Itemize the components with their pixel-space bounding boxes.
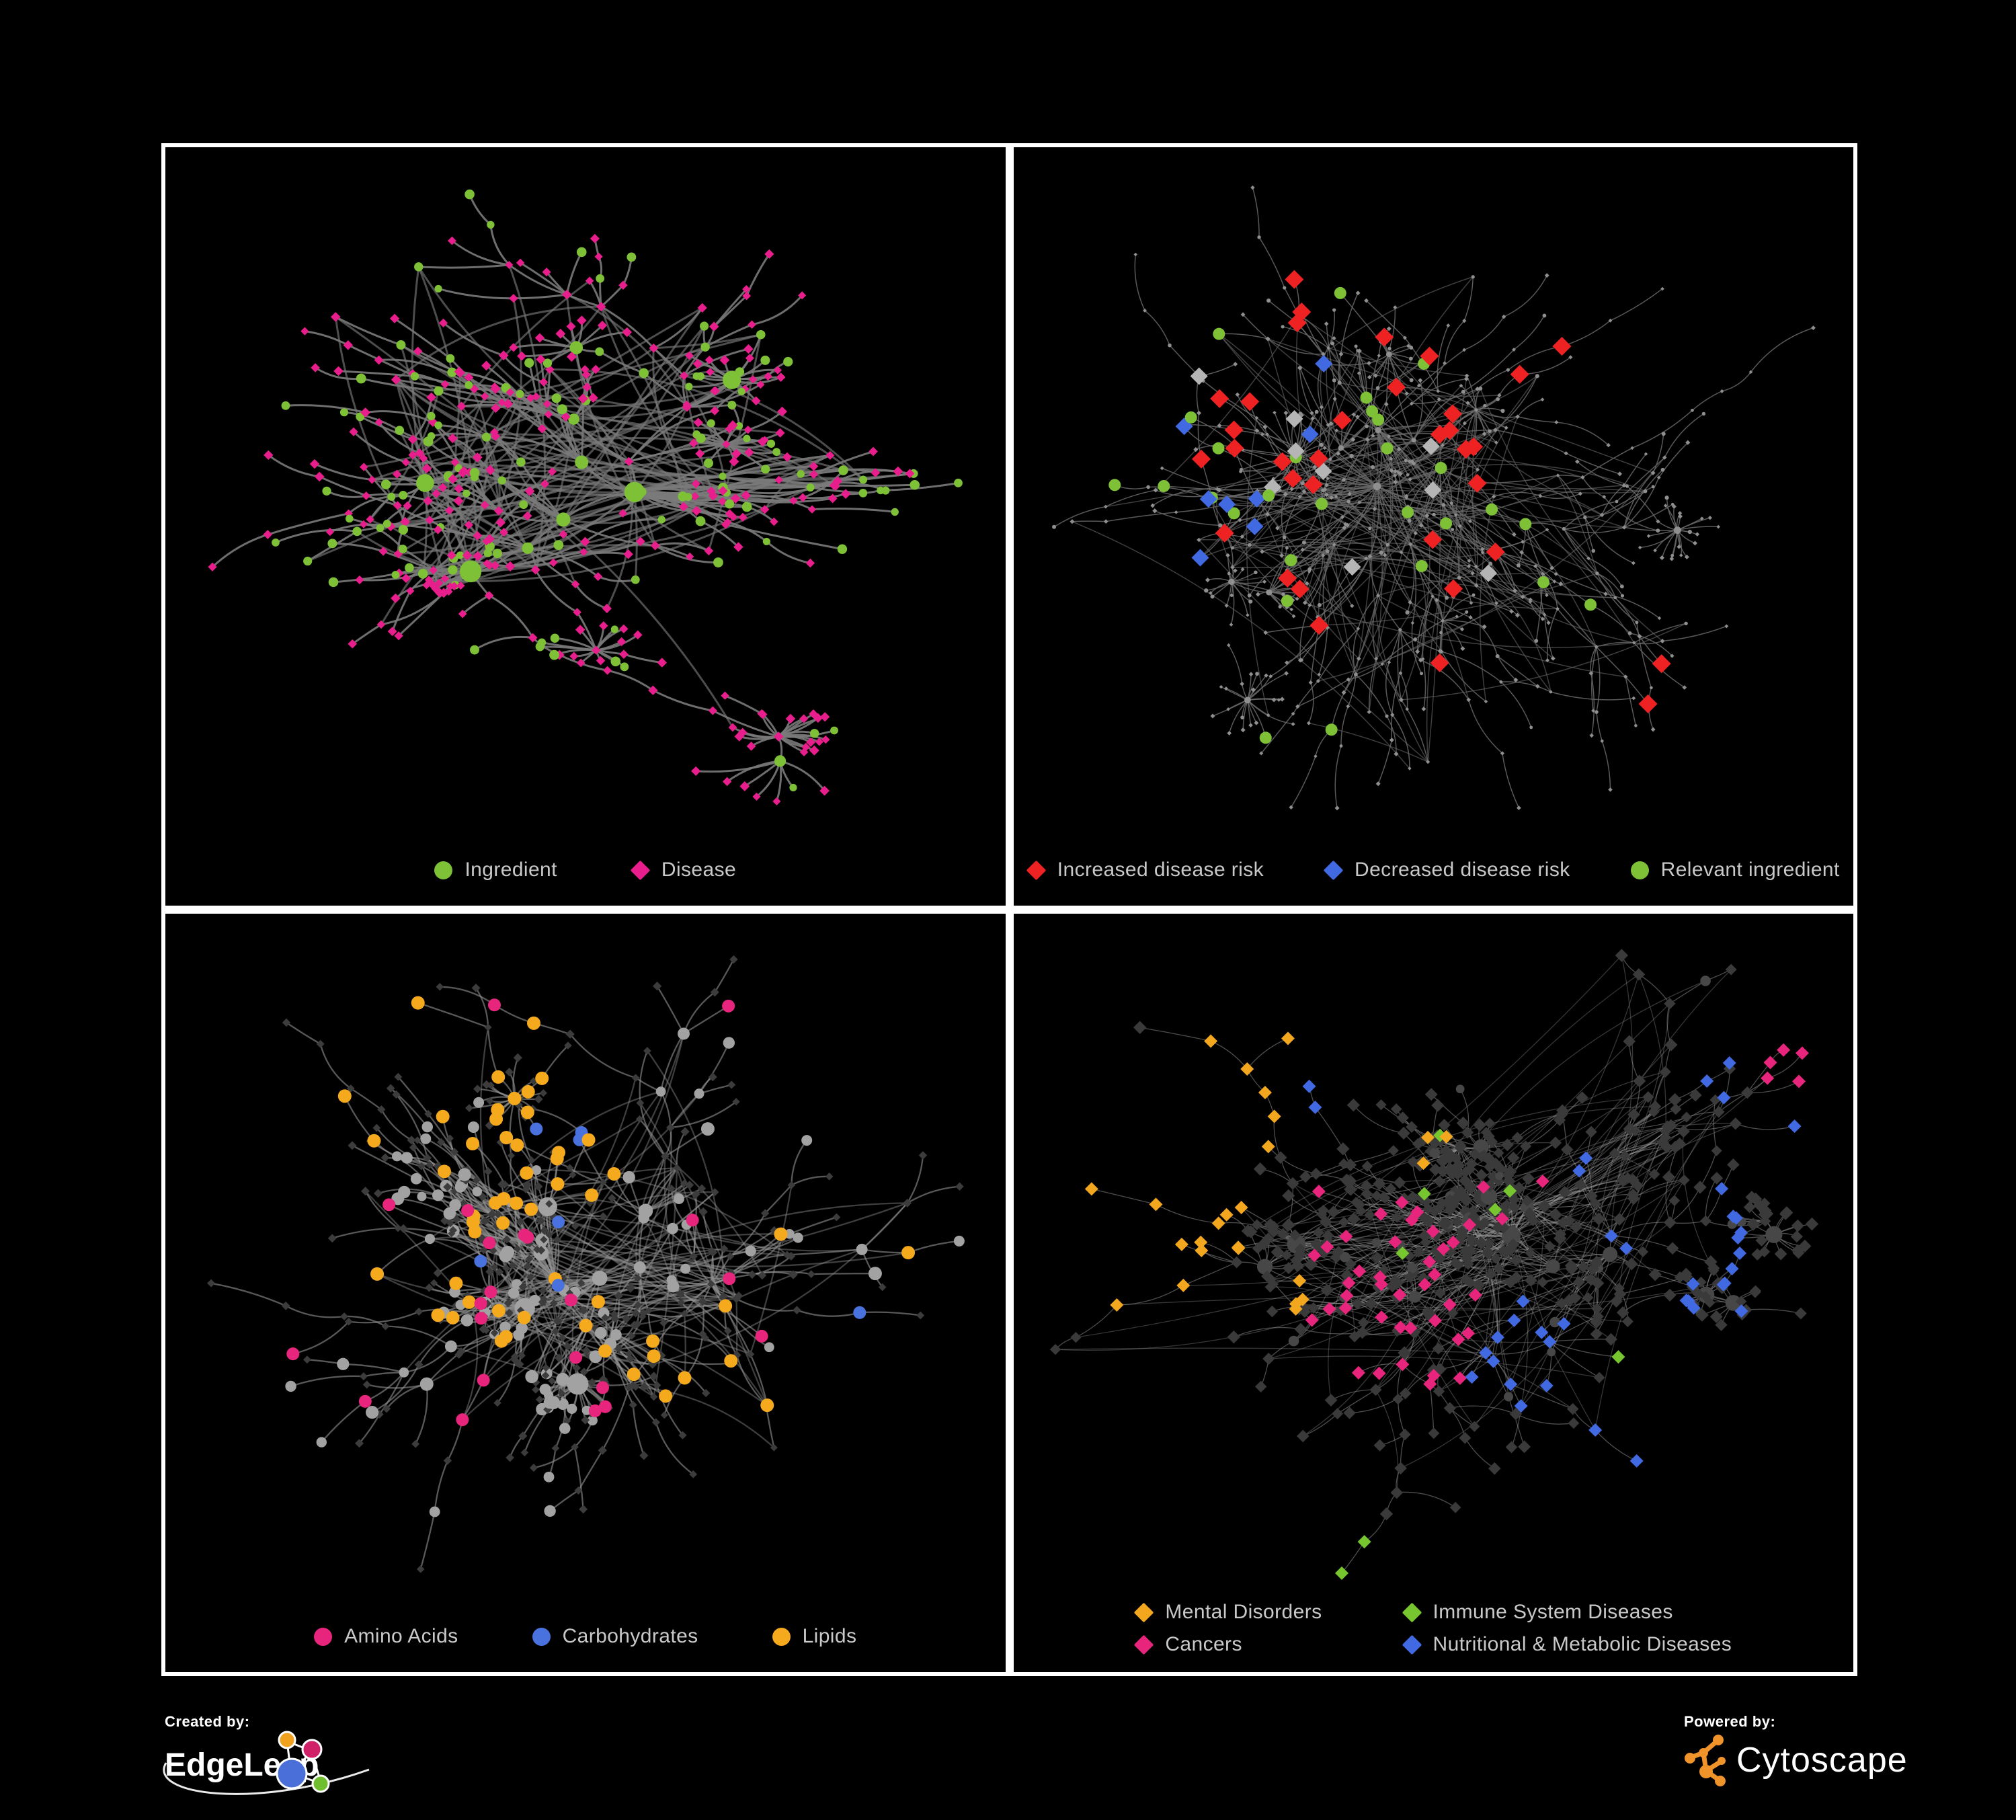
cytoscape-wordmark: Cytoscape — [1736, 1741, 1908, 1780]
amino-acids-circle-marker — [314, 1627, 333, 1646]
legend-label: Lipids — [802, 1625, 857, 1647]
panel-disease-classes: Mental Disorders Immune System Diseases … — [1009, 910, 1857, 1676]
created-by-label: Created by: — [165, 1713, 250, 1730]
legend-item-cancers: Cancers — [1133, 1633, 1322, 1655]
created-by-brand: Created by: EdgeLeap — [163, 1713, 407, 1802]
legend-item-decreased-risk: Decreased disease risk — [1323, 859, 1570, 881]
panel-disease-risk: Increased disease risk Decreased disease… — [1009, 143, 1857, 910]
legend-label: Decreased disease risk — [1355, 859, 1570, 881]
legend-label: Increased disease risk — [1057, 859, 1264, 881]
immune-diseases-diamond-marker — [1402, 1602, 1422, 1622]
carbohydrates-circle-marker — [532, 1627, 551, 1646]
legend-label: Amino Acids — [344, 1625, 458, 1647]
disease-class-network-graph — [1049, 949, 1818, 1580]
cytoscape-logo — [1685, 1735, 1726, 1786]
legend-item-lipids: Lipids — [772, 1626, 857, 1647]
panel-ingredient-disease: Ingredient Disease — [161, 143, 1010, 910]
disease-diamond-marker — [630, 860, 651, 880]
legend-label: Immune System Diseases — [1433, 1601, 1673, 1623]
legend-item-amino-acids: Amino Acids — [314, 1626, 458, 1647]
legend-label: Mental Disorders — [1165, 1601, 1322, 1623]
nutrient-class-network-graph — [207, 955, 965, 1573]
disease-risk-network-graph — [1051, 185, 1816, 811]
legend-ingredient-disease: Ingredient Disease — [165, 860, 1006, 880]
legend-label: Ingredient — [465, 859, 557, 881]
lipids-circle-marker — [772, 1627, 791, 1646]
legend-item-ingredient: Ingredient — [434, 860, 557, 880]
legend-disease-classes: Mental Disorders Immune System Diseases … — [1014, 1602, 1854, 1655]
legend-item-increased-risk: Increased disease risk — [1026, 859, 1264, 881]
ingredient-circle-marker — [434, 861, 453, 879]
ingredient-disease-network-graph — [208, 189, 963, 805]
decreased-risk-diamond-marker — [1323, 860, 1344, 880]
legend-item-nutritional-metabolic-diseases: Nutritional & Metabolic Diseases — [1402, 1633, 1732, 1655]
legend-label: Disease — [661, 859, 737, 881]
legend-item-immune-system-diseases: Immune System Diseases — [1402, 1601, 1732, 1623]
panel-nutrient-classes: Amino Acids Carbohydrates Lipids — [161, 910, 1010, 1676]
legend-item-disease: Disease — [630, 859, 737, 881]
legend-item-carbohydrates: Carbohydrates — [532, 1626, 698, 1647]
edgeleap-lockup: EdgeLeap — [163, 1731, 393, 1802]
legend-label: Nutritional & Metabolic Diseases — [1433, 1633, 1732, 1655]
cancers-diamond-marker — [1133, 1634, 1154, 1655]
nutritional-metabolic-diamond-marker — [1402, 1634, 1422, 1655]
legend-label: Cancers — [1165, 1633, 1242, 1655]
edgeleap-node-pink — [301, 1739, 323, 1760]
four-panel-grid: Ingredient Disease Increased disease ris… — [161, 143, 1857, 1676]
legend-label: Relevant ingredient — [1660, 859, 1840, 881]
legend-item-mental-disorders: Mental Disorders — [1133, 1601, 1322, 1623]
edgeleap-node-orange — [278, 1731, 296, 1749]
legend-disease-risk: Increased disease risk Decreased disease… — [1014, 860, 1854, 880]
legend-label: Carbohydrates — [562, 1625, 698, 1647]
powered-by-label: Powered by: — [1684, 1713, 1776, 1730]
legend-nutrient-classes: Amino Acids Carbohydrates Lipids — [165, 1626, 1006, 1647]
increased-risk-diamond-marker — [1026, 860, 1047, 880]
edgeleap-node-green — [311, 1774, 330, 1793]
edgeleap-node-blue — [276, 1757, 308, 1790]
legend-item-relevant-ingredient: Relevant ingredient — [1630, 859, 1840, 881]
mental-disorders-diamond-marker — [1133, 1602, 1154, 1622]
edgeleap-logo — [276, 1731, 330, 1793]
powered-by-brand: Powered by: Cytoscape — [1684, 1713, 1953, 1801]
relevant-ingredient-circle-marker — [1630, 861, 1649, 879]
